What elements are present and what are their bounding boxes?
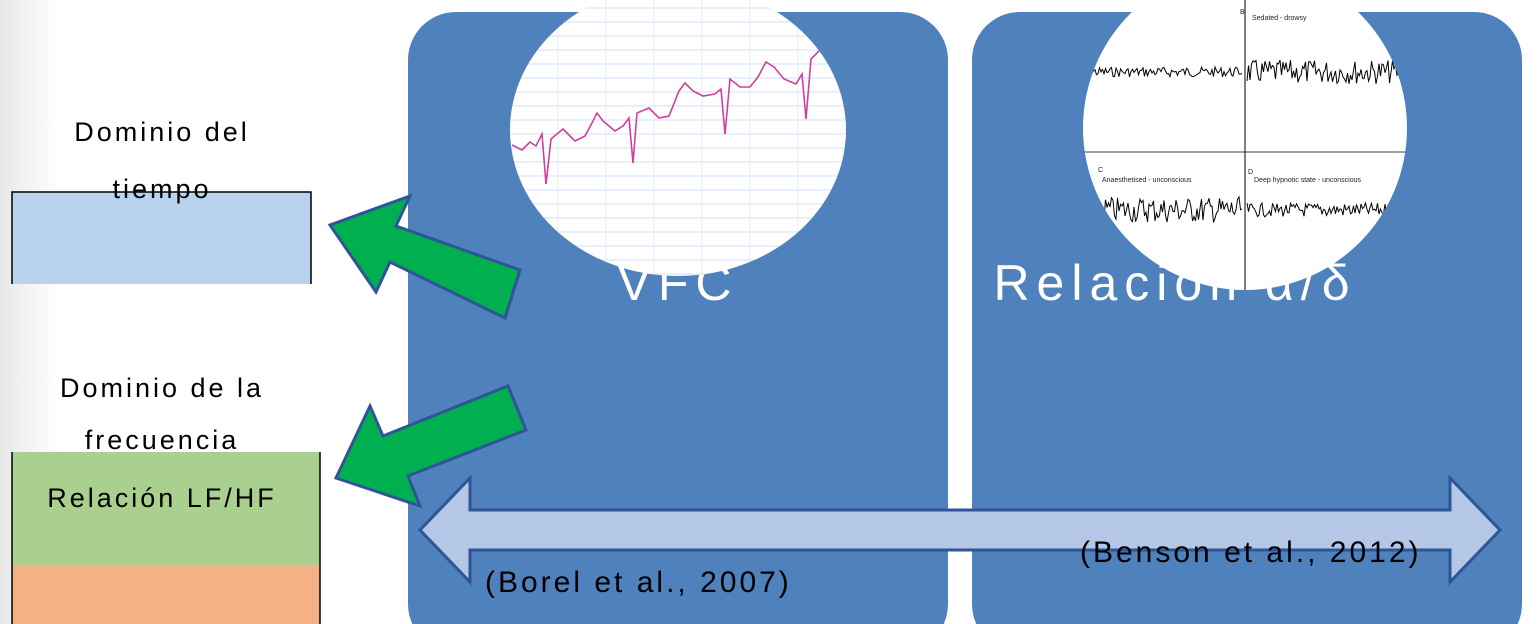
citation: (Borel et al., 2007) <box>485 566 792 599</box>
freq-label: Dominio de la frecuencia <box>12 362 312 466</box>
eeg-label: B <box>1240 9 1245 16</box>
eeg-label: D <box>1248 169 1253 176</box>
eeg-label: C <box>1098 167 1103 174</box>
slide: VFC Relación α/δ B Sedated - drowsy C An… <box>0 0 1539 624</box>
eeg-label: Anaesthetised - unconscious <box>1102 177 1192 184</box>
diagram: VFC Relación α/δ B Sedated - drowsy C An… <box>0 0 1539 624</box>
ratio-box <box>12 565 320 624</box>
eeg-label: Deep hypnotic state - unconscious <box>1254 177 1362 184</box>
eeg-label: Sedated - drowsy <box>1252 15 1307 22</box>
ratio-label: Relación LF/HF <box>12 470 312 527</box>
time-label: Dominio del tiempo <box>22 104 302 218</box>
citation: (Benson et al., 2012) <box>1080 536 1422 569</box>
